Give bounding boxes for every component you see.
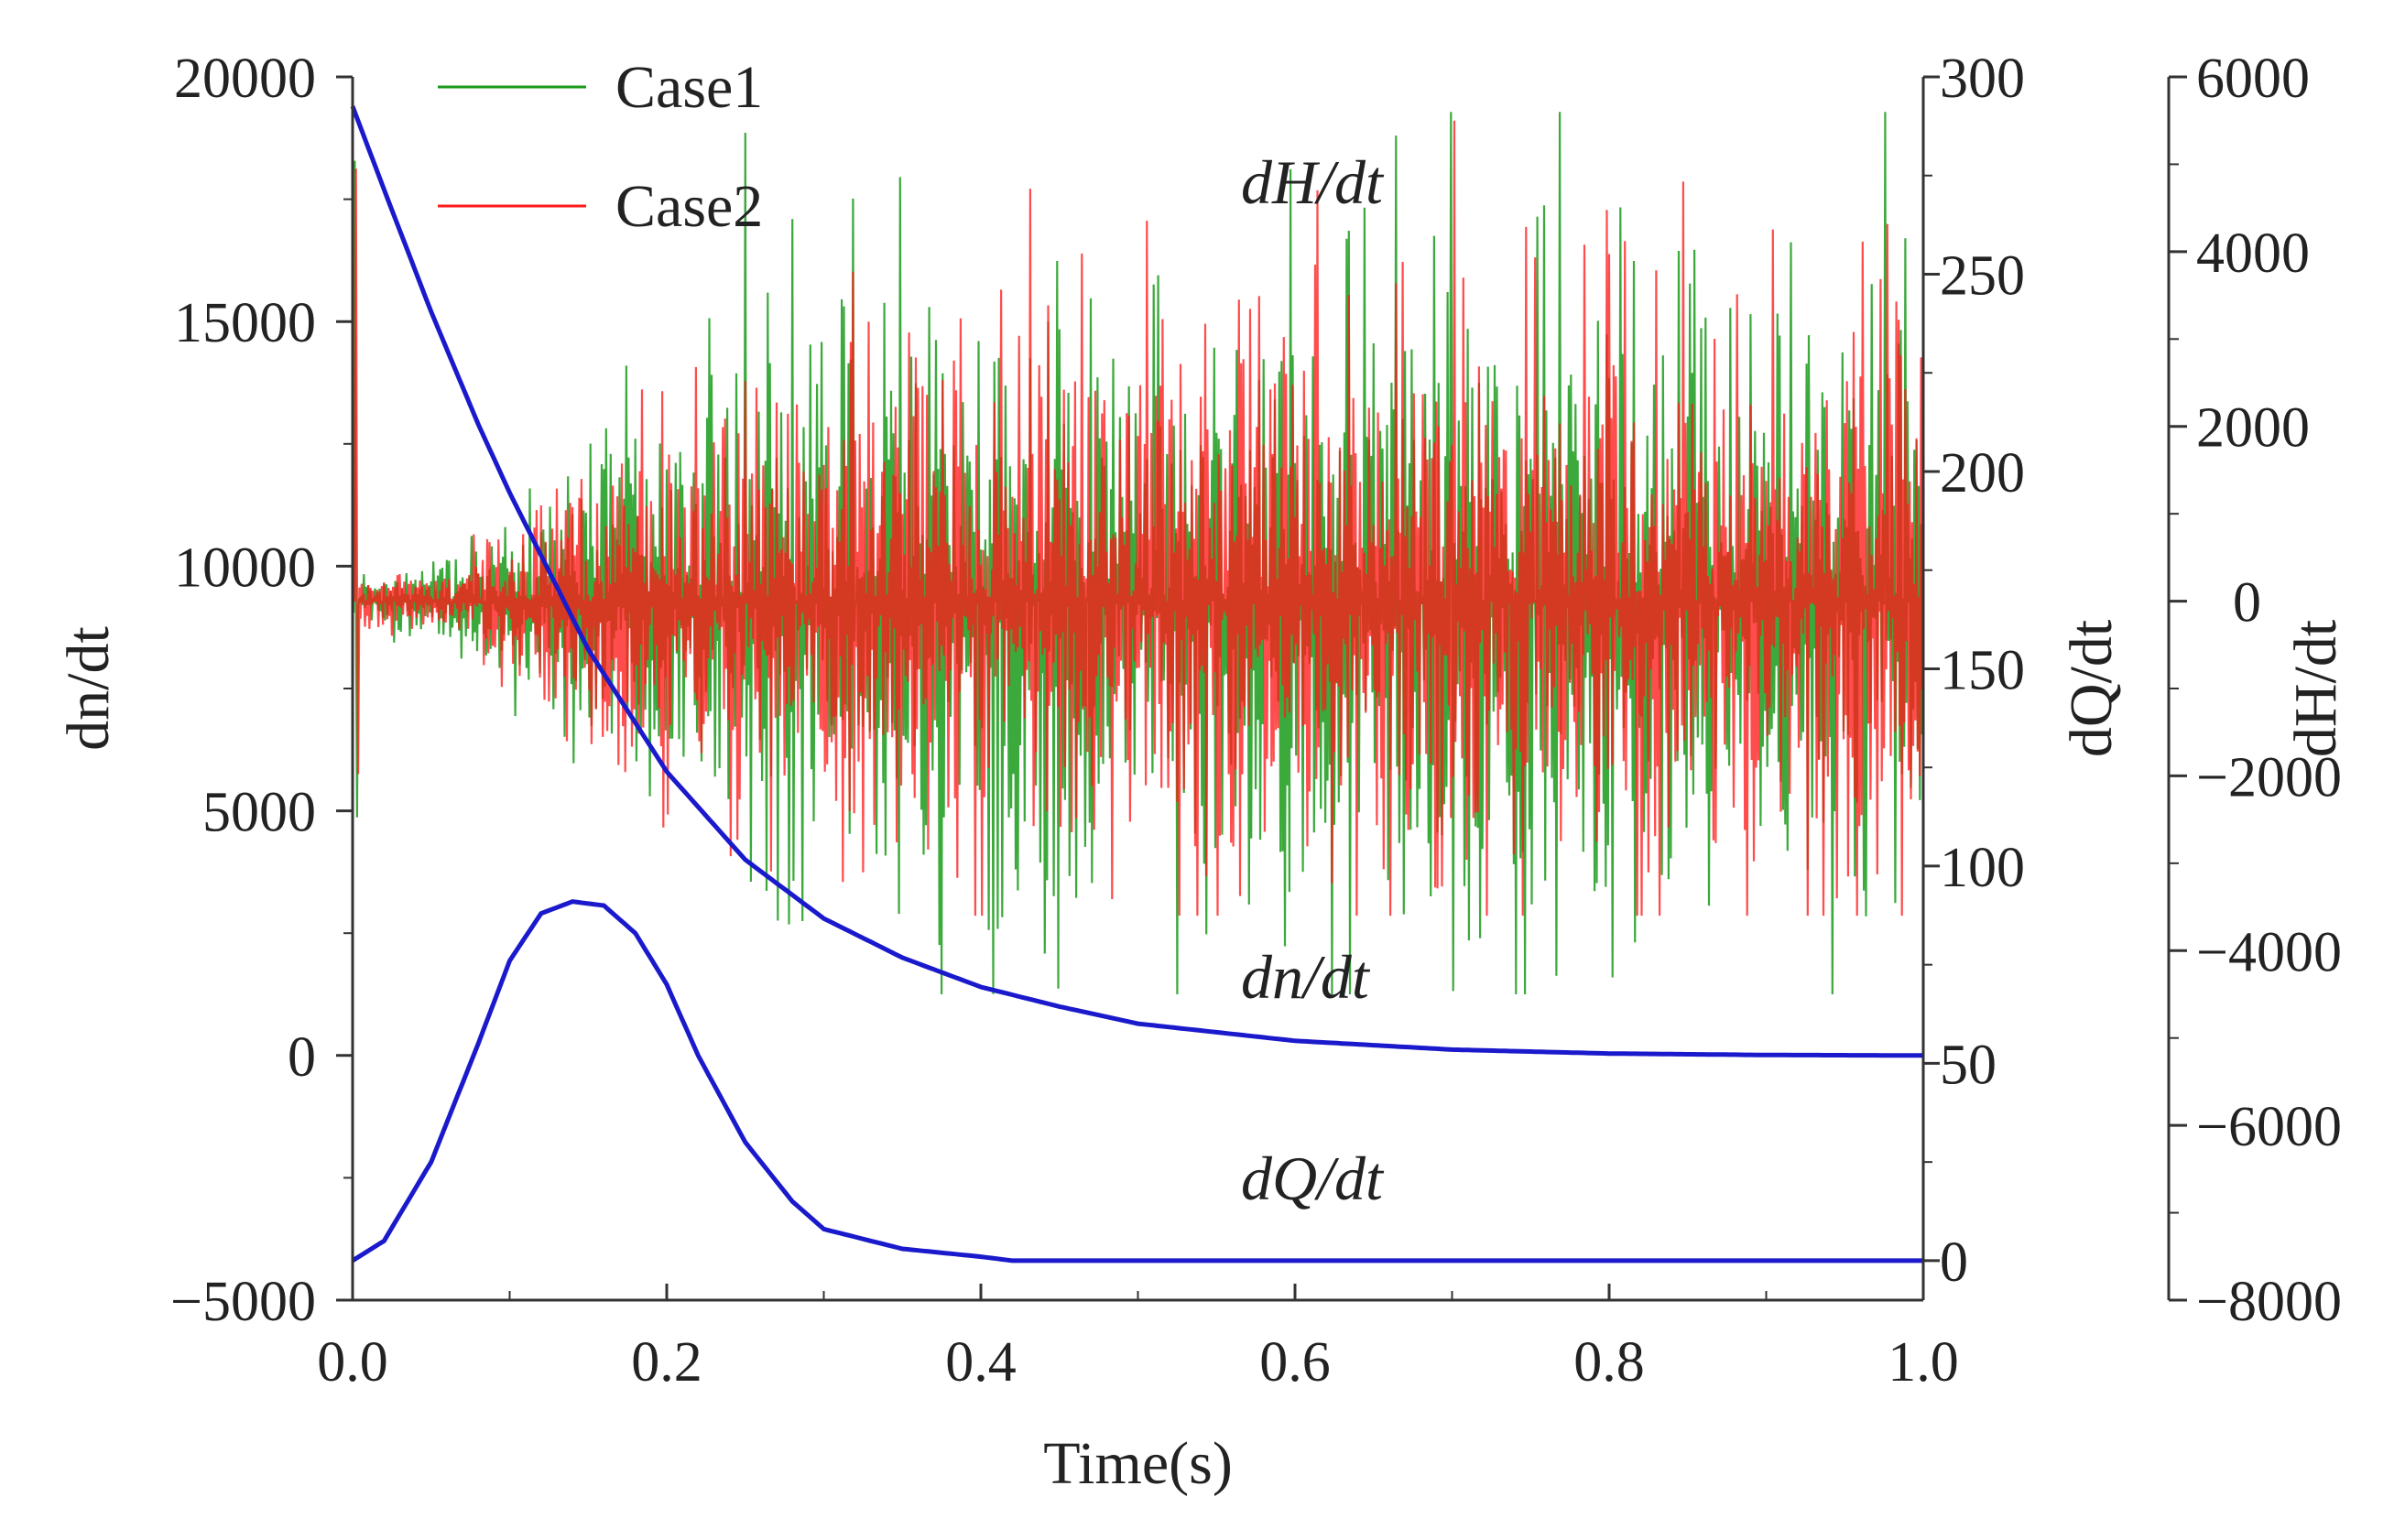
far-right-tick-label: −2000	[2196, 746, 2342, 808]
right-tick-label: 200	[1940, 442, 2025, 504]
left-tick-label: 15000	[174, 292, 316, 354]
far-right-tick-label: −6000	[2196, 1096, 2342, 1158]
far-right-tick-label: −8000	[2196, 1271, 2342, 1333]
legend-label-case1: Case1	[615, 54, 763, 121]
far-right-tick-label: 0	[2233, 572, 2261, 634]
left-axis-title: dn/dt	[55, 626, 122, 751]
left-tick-label: 20000	[174, 48, 316, 110]
far-right-tick-label: −4000	[2196, 921, 2342, 983]
x-tick-label: 0.2	[631, 1331, 702, 1394]
left-tick-label: −5000	[170, 1271, 316, 1333]
right-axis-title: dQ/dt	[2058, 620, 2125, 757]
annotation-dQ-dt: dQ/dt	[1241, 1144, 1385, 1213]
x-tick-label: 0.0	[317, 1331, 388, 1394]
annotation-dH-dt: dH/dt	[1241, 147, 1385, 217]
legend-label-case2: Case2	[615, 173, 763, 240]
far-right-axis-title: dH/dt	[2282, 620, 2349, 757]
series-line-dQ-dt	[351, 899, 1923, 1263]
x-tick-label: 0.4	[945, 1331, 1017, 1394]
far-right-tick-label: 2000	[2196, 397, 2310, 460]
x-tick-label: 0.6	[1259, 1331, 1331, 1394]
curve-lines	[350, 105, 1923, 1263]
x-axis-title: Time(s)	[1043, 1430, 1233, 1497]
right-tick-label: 0	[1940, 1231, 1968, 1294]
left-tick-label: 10000	[174, 537, 316, 599]
series-trace-case2	[351, 120, 1925, 916]
axes	[336, 75, 2187, 1302]
right-tick-label: 300	[1940, 48, 2025, 110]
right-tick-label: 100	[1940, 837, 2025, 899]
right-tick-label: 50	[1940, 1034, 1997, 1096]
right-tick-label: 150	[1940, 639, 2025, 701]
x-tick-label: 0.8	[1573, 1331, 1645, 1394]
annotation-dn-dt: dn/dt	[1241, 942, 1371, 1012]
far-right-tick-label: 6000	[2196, 48, 2310, 110]
series-line-dn-dt	[350, 105, 1923, 1058]
x-tick-label: 1.0	[1888, 1331, 1959, 1394]
far-right-tick-label: 4000	[2196, 222, 2310, 285]
oscillation-traces	[351, 112, 1925, 995]
left-tick-label: 5000	[202, 782, 316, 844]
right-tick-label: 250	[1940, 244, 2025, 307]
left-tick-label: 0	[288, 1026, 316, 1089]
labels: 0.0 0.2 0.4 0.6 0.8 1.0Time(s)−50000500010000…	[55, 48, 2349, 1497]
